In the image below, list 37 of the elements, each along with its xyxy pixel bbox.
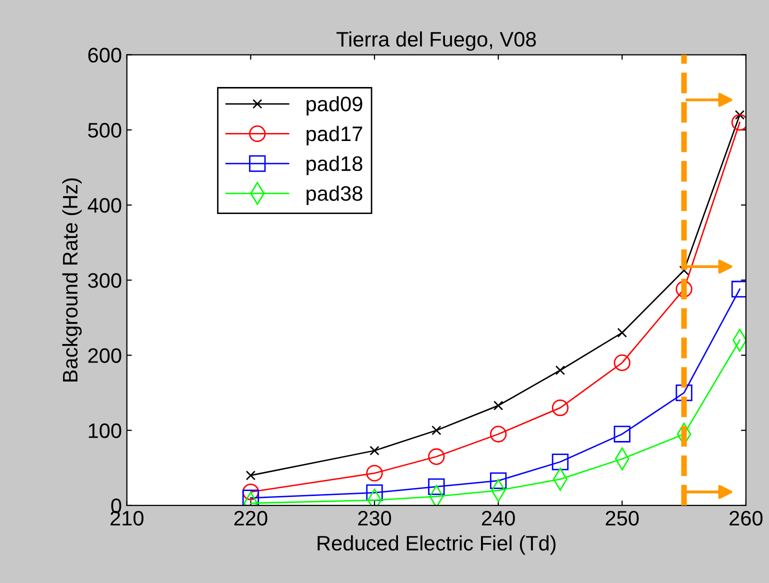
y-tick-label: 300 [88,273,122,288]
point [552,454,569,470]
y-tick-label: 100 [88,423,122,438]
legend-label: pad17 [306,126,362,146]
point [246,470,256,480]
point [614,426,630,442]
chart-title: Tierra del Fuego, V08 [336,31,536,51]
point [428,478,445,496]
y-axis-title: Background Rate (Hz) [62,178,82,382]
x-tick-label: 240 [482,510,515,526]
point [370,446,380,456]
point [555,365,566,376]
x-tick-label: 220 [234,510,268,526]
point [676,384,692,402]
x-tick-label: 230 [358,510,392,526]
point [614,354,630,372]
y-tick-label: 200 [88,348,122,363]
y-tick-label: 400 [88,198,122,213]
x-tick-label: 250 [606,510,639,526]
point [428,448,445,465]
point [734,110,745,120]
x-tick-label: 260 [730,510,762,526]
point [490,426,507,442]
legend-label: pad09 [306,96,362,116]
point [429,484,444,506]
y-tick-label: 500 [88,122,122,138]
x-axis-title: Reduced Electric Fiel (Td) [318,535,556,555]
point [617,328,627,338]
point [366,464,383,482]
legend-label: pad18 [306,156,362,176]
legend-label: pad38 [306,186,362,206]
y-tick-label: 600 [88,48,122,63]
point [432,425,442,436]
point [552,399,569,416]
point [242,484,260,500]
point [493,400,504,410]
point [490,472,507,490]
